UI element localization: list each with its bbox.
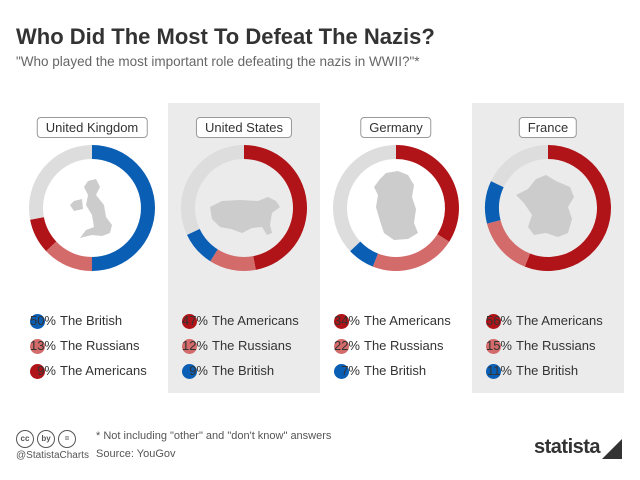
donut-slice-other — [181, 145, 244, 235]
donut-chart — [28, 145, 155, 271]
cc-icon: cc — [16, 430, 34, 448]
legend-dot-icon — [334, 364, 349, 379]
no-derivatives-icon: = — [58, 430, 76, 448]
data-label: 34% — [333, 313, 360, 328]
legend-item: 56% The Americans — [472, 312, 624, 337]
donut-slice-other — [490, 145, 548, 188]
legend-item: 11% The British — [472, 362, 624, 387]
donut-chart — [485, 145, 611, 271]
legend-label: The Russians — [60, 338, 140, 353]
data-label: 9% — [37, 363, 56, 378]
legend-label: The Americans — [364, 313, 451, 328]
legend-item: 50% The British — [16, 312, 168, 337]
legend-item: 15% The Russians — [472, 337, 624, 362]
legend-item: 7% The British — [320, 362, 472, 387]
legend-item: 13% The Russians — [16, 337, 168, 362]
legend-item: 12% The Russians — [168, 337, 320, 362]
data-label: 47% — [181, 313, 208, 328]
legend-dot-icon — [182, 314, 197, 329]
legend-dot-icon — [30, 339, 45, 354]
legend-dot-icon — [30, 364, 45, 379]
attribution-icon: by — [37, 430, 55, 448]
chart-legend: 56% The Americans 15% The Russians 11% The Br… — [472, 312, 624, 387]
donut-slice — [396, 145, 459, 242]
data-label: 13% — [29, 338, 56, 353]
legend-dot-icon — [182, 339, 197, 354]
chart-legend: 34% The Americans 22% The Russians 7% The Bri… — [320, 312, 472, 387]
data-label: 15% — [485, 338, 512, 353]
legend-dot-icon — [182, 364, 197, 379]
footnote: * Not including "other" and "don't know"… — [96, 430, 332, 442]
country-label: France — [518, 117, 578, 138]
legend-label: The British — [364, 363, 427, 378]
donut-slice — [30, 217, 57, 252]
legend-label: The Russians — [364, 338, 444, 353]
legend-dot-icon — [486, 314, 501, 329]
donut-slice — [46, 241, 92, 271]
legend-label: The Americans — [516, 313, 603, 328]
country-label: United States — [195, 117, 293, 138]
cc-license-icons: cc by = — [16, 428, 79, 448]
data-label: 56% — [485, 313, 512, 328]
uk-map-icon — [70, 179, 112, 238]
legend-label: The British — [60, 313, 123, 328]
statista-handle: @StatistaCharts — [16, 450, 89, 461]
legend-item: 22% The Russians — [320, 337, 472, 362]
donut-slice — [210, 249, 256, 271]
chart-legend: 47% The Americans 12% The Russians 9% The Bri… — [168, 312, 320, 387]
country-label: Germany — [360, 117, 432, 138]
data-label: 12% — [181, 338, 208, 353]
donut-slice-other — [28, 145, 92, 220]
legend-label: The Russians — [212, 338, 292, 353]
donut-slice — [372, 234, 450, 271]
chart-title: Who Did The Most To Defeat The Nazis? — [16, 24, 435, 49]
chart-panel: Germany 34% The Americans 22% The Russians 7%… — [320, 103, 472, 393]
chart-subtitle: "Who played the most important role defe… — [16, 54, 420, 69]
donut-chart — [181, 145, 308, 271]
data-label: 22% — [333, 338, 360, 353]
donut-slice-other — [333, 145, 396, 252]
data-label: 7% — [341, 363, 360, 378]
legend-item: 47% The Americans — [168, 312, 320, 337]
source-note: Source: YouGov — [96, 448, 176, 460]
donut-slice — [244, 145, 308, 270]
data-label: 50% — [29, 313, 56, 328]
donut-slice — [92, 145, 155, 271]
donut-slice — [186, 228, 218, 262]
country-label: United Kingdom — [36, 117, 148, 138]
germany-map-icon — [374, 171, 418, 240]
legend-item: 9% The Americans — [16, 362, 168, 387]
legend-label: The British — [212, 363, 275, 378]
legend-label: The Americans — [60, 363, 147, 378]
donut-slice — [485, 181, 504, 224]
us-map-icon — [210, 197, 280, 235]
france-map-icon — [516, 175, 574, 237]
statista-logo: statista — [534, 436, 601, 458]
legend-dot-icon — [30, 314, 45, 329]
donut-slice — [524, 145, 611, 271]
legend-dot-icon — [486, 339, 501, 354]
donut-slice — [486, 220, 530, 267]
legend-dot-icon — [334, 339, 349, 354]
legend-item: 34% The Americans — [320, 312, 472, 337]
chart-panel: United States 47% The Americans 12% The Russ… — [168, 103, 320, 393]
legend-label: The British — [516, 363, 579, 378]
data-label: 9% — [189, 363, 208, 378]
legend-dot-icon — [334, 314, 349, 329]
donut-chart — [333, 145, 459, 271]
chart-panel: United Kingdom 50% The British 13% The Russi… — [16, 103, 168, 393]
chart-panel: France 56% The Americans 15% The Russians 11%… — [472, 103, 624, 393]
donut-slice — [350, 241, 378, 267]
legend-dot-icon — [486, 364, 501, 379]
data-label: 11% — [486, 363, 512, 378]
legend-label: The Americans — [212, 313, 299, 328]
legend-label: The Russians — [516, 338, 596, 353]
legend-item: 9% The British — [168, 362, 320, 387]
statista-logo-icon — [602, 439, 622, 459]
chart-legend: 50% The British 13% The Russians 9% The Ameri… — [16, 312, 168, 387]
